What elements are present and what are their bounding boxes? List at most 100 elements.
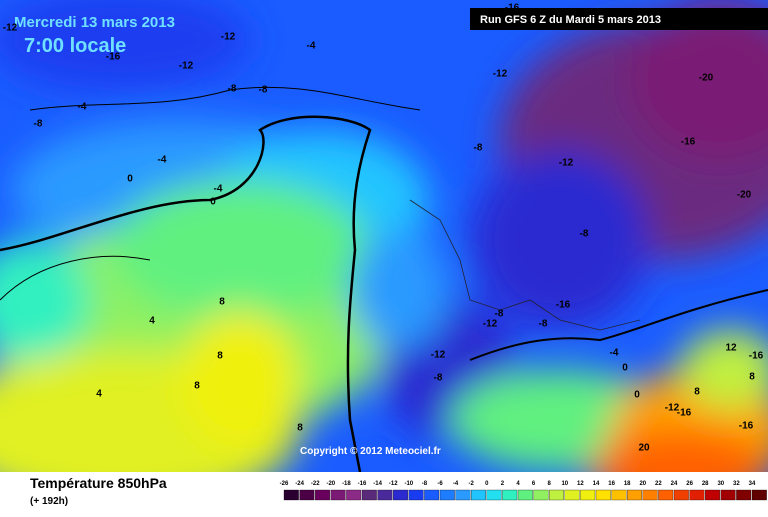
legend-swatch	[611, 489, 627, 501]
contour-label: 4	[96, 389, 102, 400]
legend-label: -2	[469, 481, 475, 487]
legend-swatch	[502, 489, 518, 501]
contour-label: -12	[665, 403, 680, 414]
legend-label: 12	[577, 481, 584, 487]
contour-label: 8	[217, 351, 223, 362]
contour-label: -8	[34, 119, 43, 130]
contour-label: -8	[474, 143, 483, 154]
legend-label: 0	[485, 481, 489, 487]
legend-swatch	[658, 489, 674, 501]
legend-label: 2	[501, 481, 505, 487]
contour-label: -8	[495, 309, 504, 320]
legend-swatch	[580, 489, 596, 501]
legend-label: 22	[655, 481, 662, 487]
legend-swatch	[533, 489, 549, 501]
contour-label: -4	[214, 184, 223, 195]
contour-label: -8	[434, 373, 443, 384]
legend-label: -4	[453, 481, 459, 487]
legend-label: -12	[389, 481, 398, 487]
contour-label: 0	[634, 390, 640, 401]
contour-label: 4	[149, 316, 155, 327]
contour-label: 8	[297, 423, 303, 434]
contour-label: 8	[694, 387, 700, 398]
legend-swatch	[408, 489, 424, 501]
contour-label: -4	[610, 348, 619, 359]
legend-swatch	[689, 489, 705, 501]
legend-swatch	[564, 489, 580, 501]
contour-label: -12	[483, 319, 498, 330]
legend-label: -22	[311, 481, 320, 487]
legend-swatch	[517, 489, 533, 501]
footer-lead: (+ 192h)	[30, 496, 68, 507]
legend-label: 18	[624, 481, 631, 487]
contour-label: 0	[127, 174, 133, 185]
copyright: Copyright © 2012 Meteociel.fr	[300, 446, 441, 457]
legend-label: -6	[437, 481, 443, 487]
contour-label: -20	[699, 73, 714, 84]
contour-label: 0	[210, 197, 216, 208]
contour-label: -8	[539, 319, 548, 330]
footer-title: Température 850hPa	[30, 475, 167, 491]
legend-label: -18	[342, 481, 351, 487]
legend-label: -16	[358, 481, 367, 487]
legend-label: 26	[686, 481, 693, 487]
legend-swatch	[549, 489, 564, 501]
legend-label: 32	[733, 481, 740, 487]
legend-label: -20	[326, 481, 335, 487]
legend-swatch	[642, 489, 658, 501]
legend-swatch	[486, 489, 502, 501]
contour-label: 8	[219, 297, 225, 308]
legend-label: 34	[749, 481, 756, 487]
contour-label: -16	[681, 137, 696, 148]
contour-label: -8	[228, 84, 237, 95]
legend-swatch	[346, 489, 362, 501]
legend-label: 10	[561, 481, 568, 487]
contour-label: -4	[158, 155, 167, 166]
contour-label: 8	[194, 381, 200, 392]
contour-label: -16	[505, 3, 520, 14]
contour-label: -20	[737, 190, 752, 201]
legend-swatch	[315, 489, 330, 501]
legend: -26 -24 -22 -20 -18 -16 -14 -12 -10 -8 -6 -4 -2 0 2 4 6 8…	[280, 481, 767, 501]
contour-label: -4	[78, 102, 87, 113]
legend-swatch	[393, 489, 408, 501]
contour-label: -8	[580, 229, 589, 240]
contour-label: -8	[259, 85, 268, 96]
contour-label: -16	[739, 421, 754, 432]
legend-label: 6	[532, 481, 536, 487]
contour-label: -16	[749, 351, 764, 362]
contour-label: -16	[556, 300, 571, 311]
legend-label: 4	[516, 481, 520, 487]
legend-swatch	[455, 489, 471, 501]
contour-label: 20	[638, 443, 650, 454]
legend-label: 28	[702, 481, 709, 487]
legend-swatch	[471, 489, 486, 501]
legend-label: 20	[639, 481, 646, 487]
map-time: 7:00 locale	[24, 35, 126, 57]
contour-label: -12	[221, 32, 236, 43]
legend-swatch	[595, 489, 611, 501]
contour-label: -12	[3, 23, 18, 34]
legend-label: 8	[548, 481, 552, 487]
legend-label: 16	[608, 481, 615, 487]
contour-label: -12	[179, 61, 194, 72]
map-date: Mercredi 13 mars 2013	[14, 14, 175, 31]
contour-label: -12	[431, 350, 446, 361]
legend-label: -10	[404, 481, 413, 487]
legend-swatch	[439, 489, 455, 501]
legend-label: 24	[671, 481, 678, 487]
legend-swatch	[330, 489, 346, 501]
legend-swatch	[736, 489, 752, 501]
legend-swatch	[377, 489, 393, 501]
run-label: Run GFS 6 Z du Mardi 5 mars 2013	[480, 14, 661, 26]
contour-label: 0	[622, 363, 628, 374]
legend-swatch	[705, 489, 720, 501]
contour-label: -16	[677, 408, 692, 419]
legend-swatch	[283, 489, 299, 501]
contour-label: -12	[493, 69, 508, 80]
legend-swatch	[673, 489, 689, 501]
legend-label: 30	[717, 481, 724, 487]
legend-label: -14	[373, 481, 382, 487]
